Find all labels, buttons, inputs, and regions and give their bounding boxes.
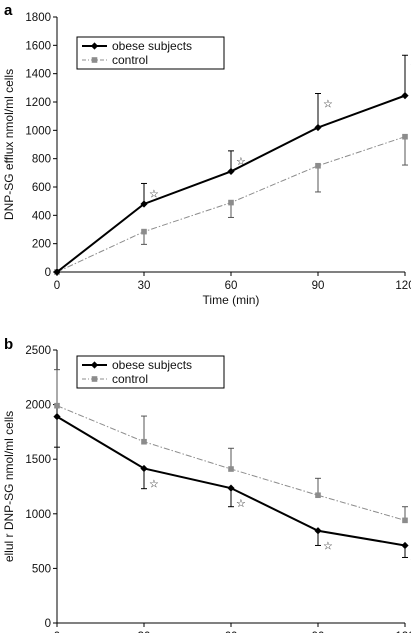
- legend-marker: [91, 376, 98, 382]
- legend-box: [76, 355, 225, 389]
- data-point: [54, 402, 60, 409]
- data-point: [228, 466, 234, 472]
- x-tick-label: 120: [395, 631, 411, 633]
- y-tick-label: 1000: [25, 125, 51, 137]
- y-tick-label: 200: [32, 239, 51, 251]
- legend-marker: [91, 57, 98, 63]
- y-axis-title: DNP-SG efflux nmol/ml cells: [2, 69, 16, 220]
- data-point: [315, 162, 321, 169]
- data-point: [227, 167, 235, 176]
- x-tick-label: 30: [138, 280, 151, 292]
- data-point: [315, 492, 321, 499]
- y-tick-label: 800: [32, 154, 51, 166]
- x-tick-label: 0: [54, 631, 60, 633]
- panel-label: b: [4, 336, 13, 353]
- x-tick-label: 120: [395, 280, 411, 292]
- data-point: [402, 133, 408, 140]
- data-point: [140, 464, 148, 473]
- data-point: [53, 413, 61, 421]
- data-point: [53, 268, 61, 276]
- legend-label: control: [112, 372, 148, 386]
- legend-label: obese subjects: [112, 358, 192, 372]
- data-point: [141, 228, 147, 235]
- y-tick-label: 2500: [25, 345, 51, 357]
- y-tick-label: 0: [45, 267, 51, 279]
- data-point: [140, 200, 148, 208]
- x-axis-title: Time (min): [203, 293, 260, 307]
- significance-marker: ☆: [149, 187, 159, 200]
- significance-marker: ☆: [323, 540, 333, 553]
- y-tick-label: 1500: [25, 454, 51, 466]
- significance-marker: ☆: [236, 497, 246, 510]
- significance-marker: ☆: [323, 98, 333, 111]
- x-tick-label: 60: [225, 280, 238, 292]
- x-tick-label: 60: [225, 631, 238, 633]
- chart-panel-b: b050010001500200025000306090120Time (min…: [2, 336, 411, 633]
- y-tick-label: 1800: [25, 12, 51, 24]
- data-point: [402, 517, 408, 524]
- legend-box: [76, 36, 225, 70]
- y-tick-label: 1400: [25, 69, 51, 81]
- y-tick-label: 1000: [25, 509, 51, 521]
- significance-marker: ☆: [236, 155, 246, 168]
- series-obese: ☆☆☆☆: [53, 413, 411, 567]
- x-tick-label: 90: [312, 280, 325, 292]
- legend-marker: [90, 42, 99, 50]
- data-point: [314, 527, 322, 535]
- y-tick-label: 600: [32, 182, 51, 194]
- series-control: [54, 133, 408, 275]
- series-line: [56, 415, 406, 547]
- legend-marker: [90, 361, 99, 369]
- y-tick-label: 1200: [25, 97, 51, 109]
- data-point: [401, 541, 409, 550]
- series-control: [54, 369, 408, 524]
- chart-panel-a: a 0 200 400 600 800 1000 1200 1400 1600 1800 0 30 60 9…: [2, 2, 411, 307]
- y-tick-label: 0: [45, 618, 51, 630]
- data-point: [141, 438, 147, 445]
- y-tick-label: 1600: [25, 40, 51, 52]
- data-point: [314, 123, 322, 132]
- series-line: [56, 94, 406, 273]
- panel-label: a: [4, 2, 13, 19]
- data-point: [227, 484, 235, 492]
- x-tick-label: 30: [138, 631, 151, 633]
- significance-marker: ☆: [149, 477, 159, 490]
- x-tick-label: 0: [54, 280, 60, 292]
- x-tick-label: 90: [312, 631, 325, 633]
- y-tick-label: 500: [32, 563, 51, 575]
- data-point: [228, 199, 234, 206]
- y-tick-label: 400: [32, 210, 51, 222]
- data-point: [401, 92, 409, 100]
- legend-label: obese subjects: [112, 39, 192, 53]
- legend-label: control: [112, 53, 148, 67]
- y-tick-label: 2000: [25, 400, 51, 412]
- y-axis-title: ellul r DNP-SG nmol/ml cells: [2, 411, 16, 562]
- series-obese: ☆☆☆☆: [53, 54, 411, 276]
